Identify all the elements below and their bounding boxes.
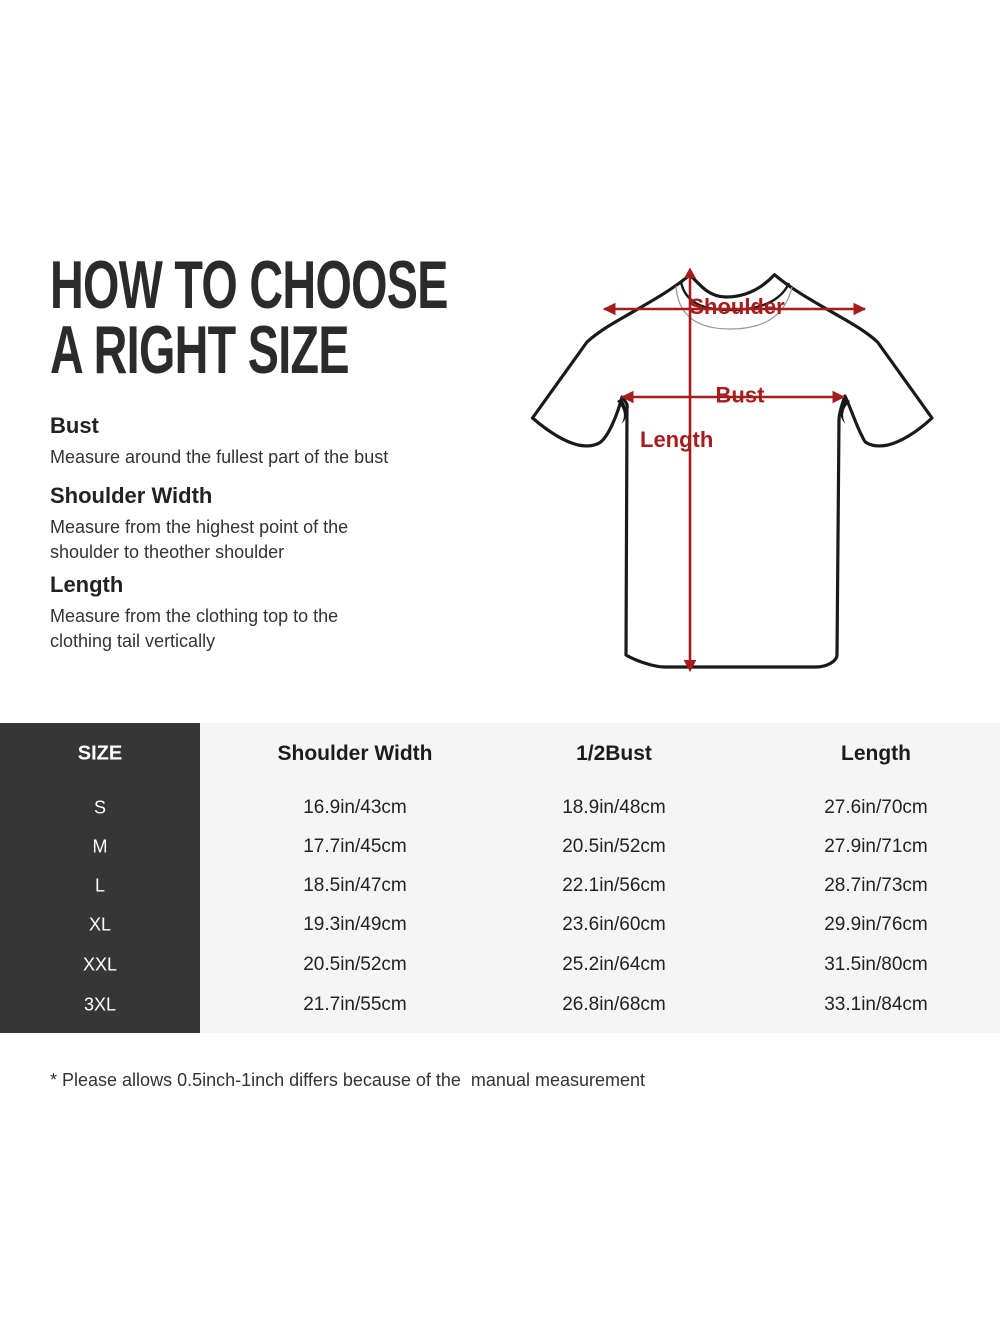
svg-text:Length: Length [640,427,713,452]
svg-text:Shoulder: Shoulder [689,294,785,319]
svg-text:Bust: Bust [716,383,766,408]
